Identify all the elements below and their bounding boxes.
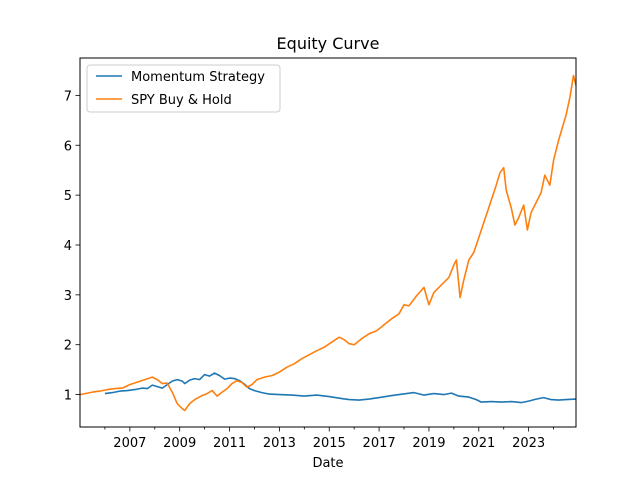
series-line-2 [79,74,577,412]
x-tick-label: 2017 [363,436,396,451]
x-tick-label: 2007 [113,436,146,451]
series-line-1 [104,372,577,404]
x-tick-label: 2015 [313,436,346,451]
y-tick-label: 6 [64,139,72,154]
legend-box [86,64,281,113]
x-axis: 2007 2009 2011 2013 2015 2017 2019 2021 2023 [104,427,554,451]
x-tick-label: 2023 [512,436,545,451]
legend-label-2: SPY Buy & Hold [131,93,232,108]
x-tick-label: 2013 [263,436,296,451]
y-tick-label: 4 [64,239,72,254]
x-axis-label: Date [312,456,343,471]
y-tick-label: 7 [64,89,72,104]
y-axis: 1 2 3 4 5 6 7 [64,89,80,404]
x-tick-label: 2011 [213,436,246,451]
x-tick-label: 2009 [163,436,196,451]
x-tick-label: 2021 [462,436,495,451]
legend-label-1: Momentum Strategy [131,70,265,85]
legend: Momentum Strategy SPY Buy & Hold [86,64,281,113]
y-tick-label: 2 [64,339,72,354]
plot-frame [79,57,577,428]
plot-lines [79,74,577,412]
x-tick-label: 2019 [412,436,445,451]
y-tick-label: 5 [64,189,72,204]
chart-title: Equity Curve [277,34,380,53]
y-tick-label: 1 [64,389,72,404]
y-tick-label: 3 [64,289,72,304]
